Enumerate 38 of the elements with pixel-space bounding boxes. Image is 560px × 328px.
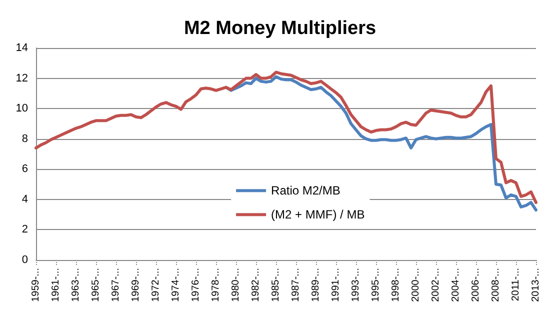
x-tick-label: 1963-... [70, 268, 82, 302]
y-tick-label: 14 [16, 42, 28, 54]
y-tick-label: 0 [22, 254, 28, 266]
x-tick-label: 1969-... [130, 268, 142, 302]
x-tick-label: 2000-... [410, 268, 422, 302]
y-tick-label: 12 [16, 72, 28, 84]
x-tick-label: 1976-... [190, 268, 202, 302]
y-tick-label: 6 [22, 163, 28, 176]
x-tick-label: 1985-... [270, 268, 282, 302]
x-tick-label: 1991-... [330, 268, 342, 302]
x-tick-label: 1993-... [350, 268, 362, 302]
x-tick-label: 2011-... [510, 268, 522, 302]
x-tick-label: 1998-... [390, 268, 402, 302]
y-tick-label: 10 [16, 102, 28, 115]
x-tick-label: 1965-... [90, 268, 102, 302]
x-tick-label: 1989-... [310, 268, 322, 302]
x-tick-label: 1961-... [50, 268, 62, 302]
x-tick-label: 1982-... [250, 268, 262, 302]
x-tick-label: 1987-... [290, 268, 302, 302]
legend-label: Ratio M2/MB [271, 184, 340, 198]
x-tick-label: 1959-... [30, 268, 42, 302]
x-tick-label: 1978-... [210, 268, 222, 302]
x-tick-label: 2002-... [430, 268, 442, 302]
legend-label: (M2 + MMF) / MB [271, 208, 365, 222]
x-tick-label: 1980-... [230, 268, 242, 302]
x-tick-label: 2006-... [470, 268, 482, 302]
x-tick-label: 1972-... [150, 268, 162, 302]
x-tick-label: 1995-... [370, 268, 382, 302]
x-tick-label: 2004-... [450, 268, 462, 302]
x-tick-label: 1974-... [170, 268, 182, 302]
line-series [34, 70, 538, 204]
x-tick-label: 2013-... [530, 268, 542, 302]
y-tick-label: 4 [22, 193, 28, 206]
chart-title: M2 Money Multipliers [184, 18, 376, 39]
x-tick-label: 1967-... [110, 268, 122, 302]
y-tick-label: 8 [22, 132, 28, 145]
x-tick-label: 2008-... [490, 268, 502, 302]
y-tick-label: 2 [22, 224, 28, 236]
